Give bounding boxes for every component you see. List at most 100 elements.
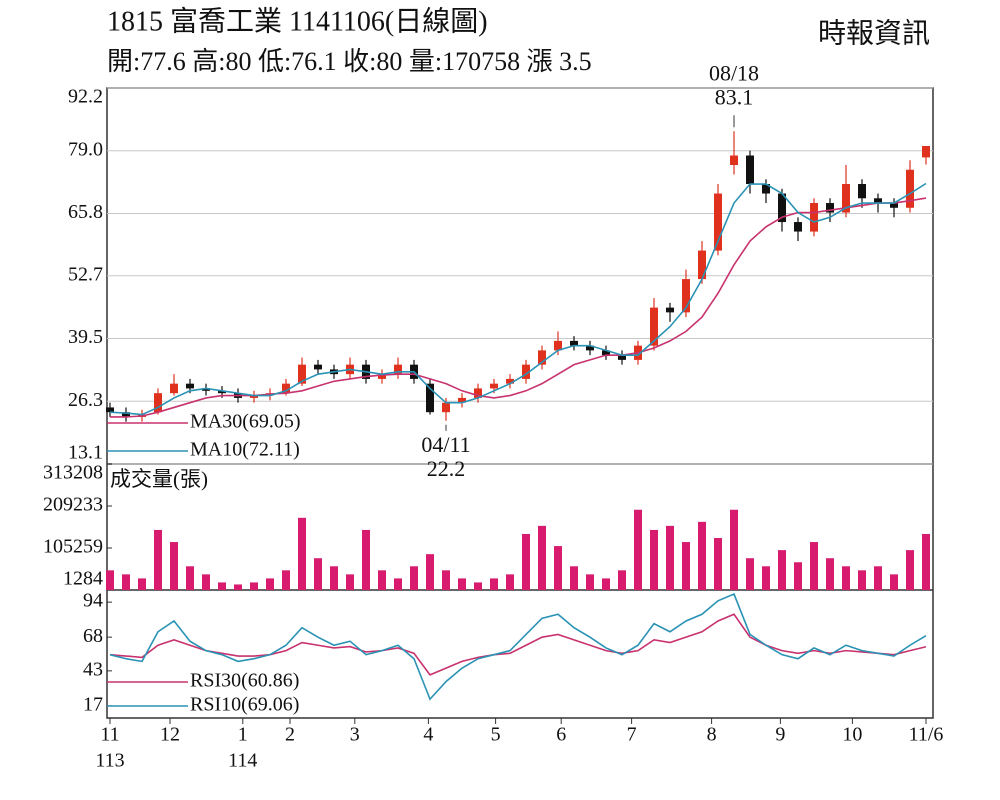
candle-body bbox=[490, 383, 498, 389]
candle-body bbox=[682, 279, 690, 313]
volume-bar bbox=[426, 554, 434, 590]
volume-bar bbox=[378, 570, 386, 590]
candle-body bbox=[890, 203, 898, 208]
series-line bbox=[109, 592, 927, 701]
quote: 開:77.6 高:80 低:76.1 收:80 量:170758 漲 3.5 bbox=[107, 47, 592, 76]
candle-body bbox=[650, 307, 658, 346]
volume-bar bbox=[538, 525, 546, 590]
x-tick-label: 9 bbox=[775, 724, 785, 746]
panel-title: 成交量(張) bbox=[110, 467, 208, 491]
candle-body bbox=[858, 184, 866, 199]
volume-bar bbox=[922, 533, 930, 590]
volume-bar bbox=[410, 566, 418, 590]
candle-body bbox=[442, 402, 450, 413]
candle-body bbox=[378, 374, 386, 379]
y-tick-label: 92.2 bbox=[68, 86, 103, 108]
volume-bar bbox=[330, 566, 338, 590]
candle-body bbox=[586, 345, 594, 351]
candle-body bbox=[666, 307, 674, 313]
volume-bar bbox=[458, 578, 466, 590]
frame bbox=[106, 87, 934, 719]
volume-bar bbox=[666, 525, 674, 590]
candle-body bbox=[794, 222, 802, 232]
volume-bar bbox=[394, 578, 402, 590]
y-tick-label: 43 bbox=[83, 658, 103, 680]
volume-bar bbox=[106, 570, 114, 590]
volume-bar bbox=[298, 517, 306, 590]
candle-body bbox=[186, 383, 194, 389]
y-tick-label: 39.5 bbox=[68, 326, 103, 348]
x-tick-label: 4 bbox=[423, 724, 433, 746]
candle-body bbox=[106, 407, 114, 413]
volume-bar bbox=[682, 542, 690, 590]
y-tick-label: 79.0 bbox=[68, 138, 103, 160]
candle-body bbox=[506, 378, 514, 384]
volume-bar bbox=[474, 582, 482, 590]
y-tick-label: 313208 bbox=[43, 462, 103, 484]
volume-bar bbox=[714, 538, 722, 590]
volume-bar bbox=[650, 529, 658, 590]
candle-body bbox=[250, 395, 258, 398]
candle-body bbox=[554, 340, 562, 351]
candle-body bbox=[842, 184, 850, 213]
volume-bar bbox=[746, 558, 754, 590]
candle-body bbox=[810, 203, 818, 232]
volume-bar bbox=[282, 570, 290, 590]
legend-label: MA30(69.05) bbox=[190, 411, 301, 433]
source: 時報資訊 bbox=[818, 17, 930, 49]
x-tick-label: 6 bbox=[556, 724, 566, 746]
y-tick-label: 105259 bbox=[43, 536, 103, 558]
series-line bbox=[110, 197, 927, 418]
candle-body bbox=[714, 193, 722, 251]
x-tick-label: 11 bbox=[100, 724, 119, 746]
volume-bar bbox=[618, 570, 626, 590]
volume-bar bbox=[234, 584, 242, 590]
volume-bar bbox=[890, 574, 898, 590]
candle-body bbox=[394, 364, 402, 375]
annotation-value: 22.2 bbox=[427, 456, 466, 481]
volume-bar bbox=[122, 574, 130, 590]
legend-label: RSI10(69.06) bbox=[190, 694, 299, 716]
volume-bar bbox=[202, 574, 210, 590]
volume-bar bbox=[570, 566, 578, 590]
volume-bar bbox=[138, 578, 146, 590]
y-tick-label: 26.3 bbox=[68, 389, 103, 411]
volume-bar bbox=[170, 542, 178, 590]
candle-body bbox=[298, 364, 306, 384]
volume-bar bbox=[522, 533, 530, 590]
volume-bar bbox=[554, 546, 562, 590]
volume-bar bbox=[442, 570, 450, 590]
candle-body bbox=[538, 350, 546, 365]
candle-body bbox=[618, 355, 626, 360]
candle-body bbox=[874, 198, 882, 204]
candle-body bbox=[570, 340, 578, 346]
volume-bar bbox=[810, 542, 818, 590]
series-line bbox=[109, 182, 927, 416]
volume-bar bbox=[602, 578, 610, 590]
volume-bar bbox=[842, 566, 850, 590]
x-tick-label: 1 bbox=[238, 724, 248, 746]
volume-bar bbox=[858, 570, 866, 590]
candle-body bbox=[154, 393, 162, 413]
y-tick-label: 209233 bbox=[43, 494, 103, 516]
y-tick-label: 13.1 bbox=[68, 442, 103, 464]
volume-bar bbox=[154, 529, 162, 590]
year-label: 113 bbox=[95, 750, 124, 772]
series-line bbox=[109, 613, 927, 676]
volume-bar bbox=[634, 509, 642, 590]
candle-body bbox=[426, 383, 434, 413]
legend-label: MA10(72.11) bbox=[190, 439, 300, 461]
volume-bar bbox=[490, 578, 498, 590]
y-tick-label: 68 bbox=[83, 625, 103, 647]
candle-body bbox=[122, 412, 130, 417]
y-tick-label: 65.8 bbox=[68, 201, 103, 223]
x-tick-label: 8 bbox=[707, 724, 717, 746]
chart-title: 1815 富喬工業 1141106(日線圖) bbox=[107, 5, 488, 37]
legend-label: RSI30(60.86) bbox=[190, 670, 299, 692]
volume-bar bbox=[218, 582, 226, 590]
candle-body bbox=[762, 184, 770, 194]
candle-body bbox=[746, 155, 754, 185]
x-tick-label: 2 bbox=[285, 724, 295, 746]
x-tick-label: 5 bbox=[491, 724, 501, 746]
